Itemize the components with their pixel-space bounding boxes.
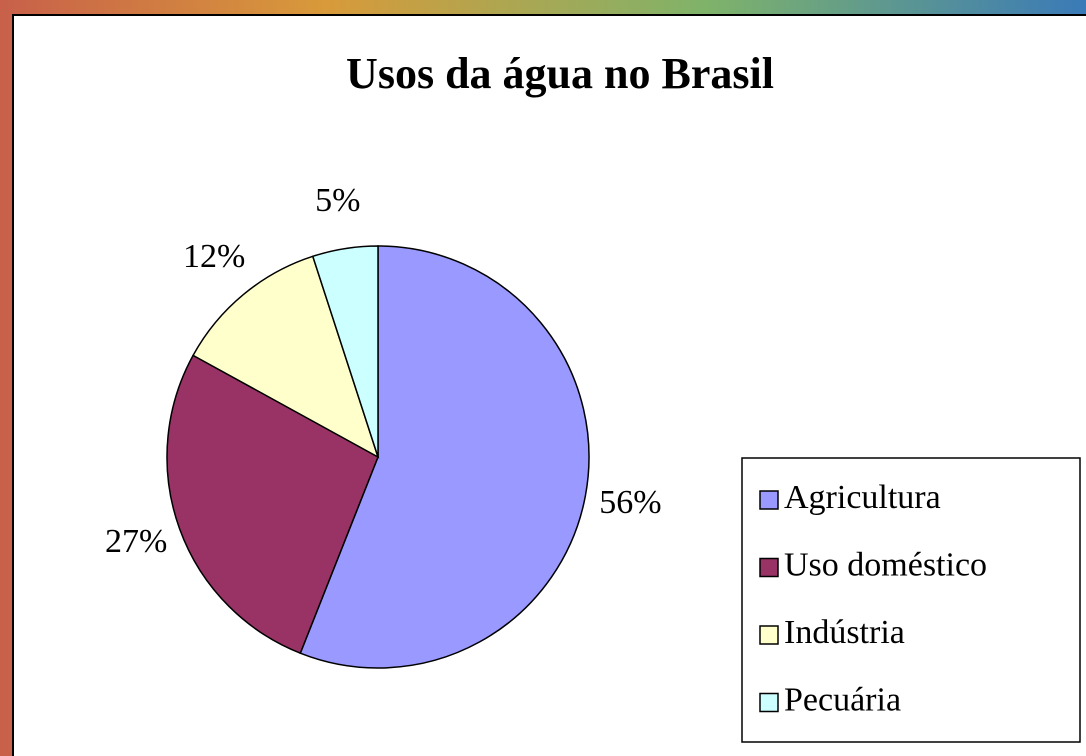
- legend-label: Uso doméstico: [784, 546, 987, 583]
- pie-slice: [192, 255, 380, 459]
- pie-slice: [311, 245, 379, 458]
- legend-label: Indústria: [784, 614, 905, 651]
- legend-swatch: [759, 625, 779, 645]
- data-label: 5%: [315, 182, 360, 219]
- data-label: 56%: [599, 484, 661, 521]
- pie-slice: [166, 354, 379, 655]
- chart-title: Usos da água no Brasil: [346, 49, 774, 98]
- data-label: 27%: [105, 523, 167, 560]
- data-label: 12%: [183, 238, 245, 275]
- legend-swatch: [759, 557, 779, 578]
- legend-swatch: [759, 692, 779, 713]
- legend-label: Pecuária: [784, 681, 901, 718]
- legend-box: [741, 457, 1081, 743]
- legend-swatch: [759, 490, 779, 510]
- legend-label: Agricultura: [784, 479, 941, 516]
- pie-slice: [299, 245, 590, 669]
